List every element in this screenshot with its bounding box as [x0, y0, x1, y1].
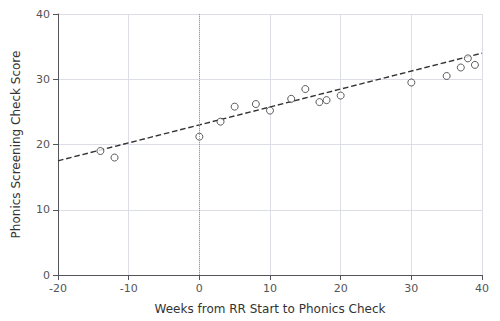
svg-text:Weeks from RR Start to Phonics: Weeks from RR Start to Phonics Check: [155, 302, 386, 316]
svg-text:-10: -10: [120, 282, 138, 295]
svg-text:0: 0: [43, 269, 50, 282]
svg-text:20: 20: [36, 138, 50, 151]
svg-text:30: 30: [36, 73, 50, 86]
svg-text:Phonics Screening Check Score: Phonics Screening Check Score: [9, 51, 23, 239]
svg-text:10: 10: [36, 203, 50, 216]
svg-text:20: 20: [334, 282, 348, 295]
svg-text:40: 40: [475, 282, 489, 295]
svg-text:10: 10: [263, 282, 277, 295]
svg-text:0: 0: [196, 282, 203, 295]
svg-text:-20: -20: [49, 282, 67, 295]
svg-text:30: 30: [404, 282, 418, 295]
svg-text:40: 40: [36, 8, 50, 21]
